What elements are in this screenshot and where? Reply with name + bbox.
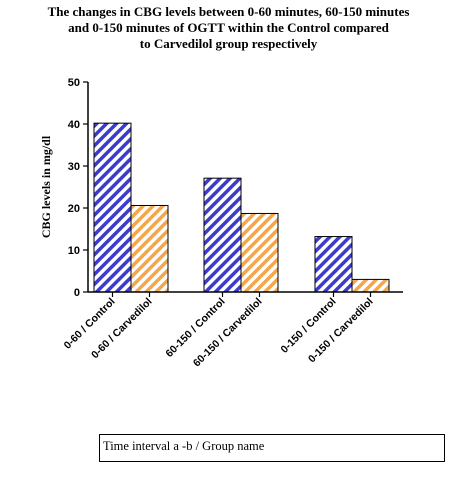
bar-carvedilol-4 — [240, 212, 279, 293]
x-axis-label-box: Time interval a -b / Group name — [99, 434, 445, 462]
bar-control-5 — [314, 236, 353, 293]
y-tick-label-10: 10 — [68, 245, 80, 257]
x-tick-label-6: 0-150 / Carvedilol — [306, 296, 376, 366]
bar-control-1 — [93, 122, 132, 293]
y-axis-title: CBG levels in mg/dl — [39, 135, 53, 238]
y-tick-label-50: 50 — [68, 77, 80, 89]
y-tick-label-20: 20 — [68, 203, 80, 215]
bar-control-3 — [203, 177, 242, 293]
bar-carvedilol-2 — [130, 204, 169, 293]
bar-carvedilol-6 — [351, 278, 390, 293]
chart-title-line-3: to Carvedilol group respectively — [139, 36, 318, 51]
y-tick-label-40: 40 — [68, 119, 80, 131]
y-tick-label-0: 0 — [74, 287, 80, 299]
chart-title: The changes in CBG levels between 0-60 m… — [0, 4, 457, 52]
x-tick-label-4: 60-150 / Carvedilol — [191, 296, 265, 370]
x-axis-label: Time interval a -b / Group name — [103, 439, 265, 453]
y-tick-label-30: 30 — [68, 161, 80, 173]
chart-title-line-1: The changes in CBG levels between 0-60 m… — [47, 4, 410, 19]
chart-title-line-2: and 0-150 minutes of OGTT within the Con… — [68, 20, 389, 35]
